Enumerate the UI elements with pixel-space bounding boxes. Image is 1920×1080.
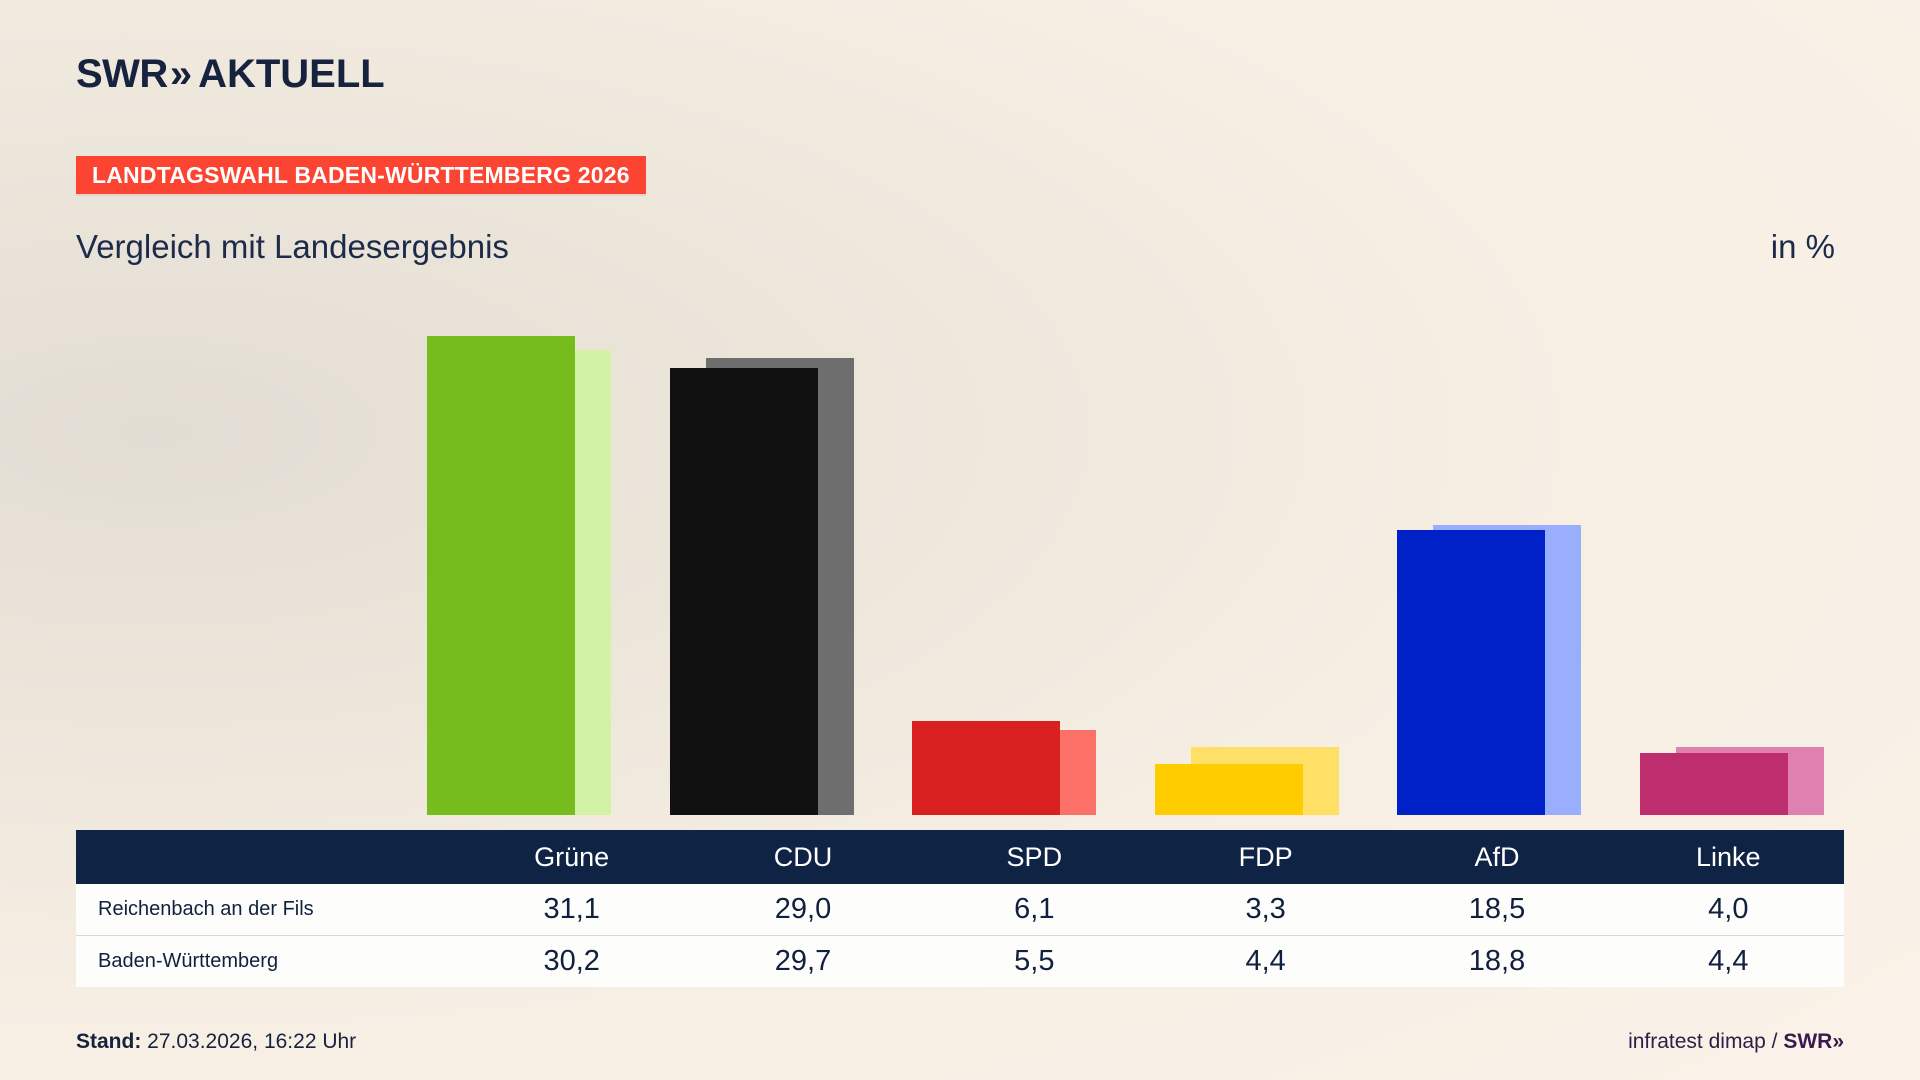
bar-main-grüne: [427, 336, 575, 815]
bar-main-spd: [912, 721, 1060, 815]
swr-aktuell-logo: SWR » AKTUELL: [76, 52, 385, 97]
results-table: Grüne CDU SPD FDP AfD Linke Reichenbach …: [76, 830, 1844, 987]
timestamp-label: Stand:: [76, 1030, 142, 1053]
value-linke-local: 4,0: [1708, 893, 1749, 925]
bar-comparison-cdu: [706, 357, 854, 815]
bar-group-afd: [1397, 525, 1581, 815]
value-fdp-local: 3,3: [1245, 893, 1286, 925]
value-cdu-state: 29,7: [774, 945, 832, 977]
bar-group-spd: [912, 721, 1096, 815]
column-header-spd: SPD: [1006, 841, 1063, 872]
source-text: infratest dimap /: [1628, 1030, 1778, 1053]
value-linke-state: 4,4: [1708, 945, 1749, 977]
source-credit: infratest dimap / SWR»: [1628, 1030, 1844, 1054]
row-label-local: Reichenbach an der Fils: [98, 898, 314, 920]
source-swr-wordmark: SWR: [1783, 1030, 1833, 1053]
bar-group-grüne: [427, 336, 611, 815]
swr-wordmark: SWR: [76, 52, 168, 96]
value-gruene-state: 30,2: [543, 945, 600, 977]
bar-comparison-linke: [1676, 747, 1824, 815]
value-afd-local: 18,5: [1468, 893, 1526, 925]
column-header-cdu: CDU: [773, 841, 833, 872]
page-title: Vergleich mit Landesergebnis: [76, 228, 509, 265]
bar-group-cdu: [670, 357, 854, 815]
value-spd-state: 5,5: [1014, 945, 1055, 977]
chevron-right-icon: »: [169, 52, 192, 96]
column-header-afd: AfD: [1474, 841, 1520, 872]
value-gruene-local: 31,1: [543, 893, 600, 925]
election-ribbon: LANDTAGSWAHL BADEN-WÜRTTEMBERG 2026: [76, 156, 646, 194]
chevron-right-icon: »: [1832, 1030, 1844, 1053]
column-header-gruene: Grüne: [534, 841, 610, 872]
table-header-row: Grüne CDU SPD FDP AfD Linke: [76, 830, 1844, 884]
column-header-fdp: FDP: [1238, 841, 1293, 872]
table-row: Baden-Württemberg 30,2 29,7 5,5 4,4 18,8…: [76, 936, 1844, 987]
value-cdu-local: 29,0: [774, 893, 832, 925]
value-spd-local: 6,1: [1014, 893, 1055, 925]
aktuell-wordmark: AKTUELL: [198, 52, 385, 96]
bar-main-cdu: [670, 368, 818, 815]
bar-comparison-fdp: [1191, 747, 1339, 815]
bar-comparison-spd: [948, 730, 1096, 815]
row-label-state: Baden-Württemberg: [98, 950, 279, 972]
bar-main-linke: [1640, 753, 1788, 815]
unit-label: in %: [1770, 228, 1835, 265]
table-row: Reichenbach an der Fils 31,1 29,0 6,1 3,…: [76, 884, 1844, 936]
bar-group-fdp: [1155, 747, 1339, 815]
bar-main-afd: [1397, 530, 1545, 815]
bar-comparison-grüne: [463, 349, 611, 815]
timestamp-value: 27.03.2026, 16:22 Uhr: [147, 1030, 357, 1053]
bar-main-fdp: [1155, 764, 1303, 815]
value-fdp-state: 4,4: [1245, 945, 1286, 977]
column-header-linke: Linke: [1696, 841, 1761, 872]
bar-group-linke: [1640, 747, 1824, 815]
bar-comparison-afd: [1433, 525, 1581, 815]
value-afd-state: 18,8: [1468, 945, 1526, 977]
timestamp: Stand: 27.03.2026, 16:22 Uhr: [76, 1030, 356, 1054]
